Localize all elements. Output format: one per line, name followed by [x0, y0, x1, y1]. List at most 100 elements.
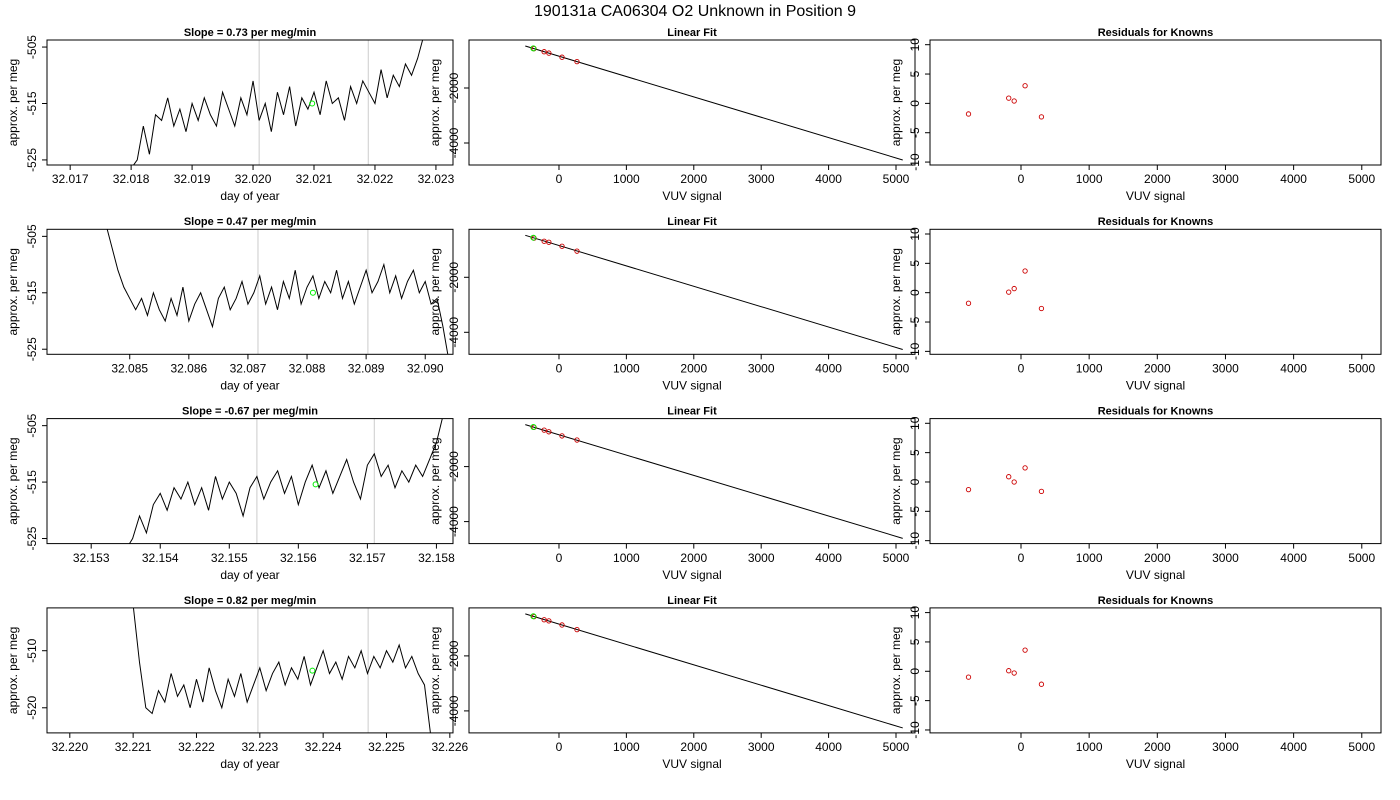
y-tick-label: -515: [25, 470, 39, 494]
y-tick-label: -5: [908, 316, 922, 327]
highlight-point: [309, 100, 316, 107]
x-tick-label: 1000: [613, 361, 640, 375]
x-axis-label: VUV signal: [662, 568, 721, 582]
x-tick-label: 3000: [748, 551, 775, 565]
x-tick-label: 2000: [680, 551, 707, 565]
plot-frame: [46, 418, 454, 545]
y-tick-label: 5: [908, 449, 922, 456]
y-tick-label: 0: [908, 668, 922, 675]
x-tick-label: 32.090: [407, 361, 444, 375]
plot-area: [128, 418, 443, 544]
y-tick-label: -515: [25, 91, 39, 115]
y-axis-label: approx. per meg: [6, 59, 20, 146]
x-tick-label: 5000: [883, 551, 910, 565]
x-tick-label: 32.158: [418, 551, 455, 565]
panel: Residuals for Knowns VUV signal approx. pe…: [889, 216, 1382, 392]
panel: Residuals for Knowns VUV signal approx. pe…: [889, 406, 1382, 582]
data-point: [1006, 289, 1012, 295]
data-point: [1038, 681, 1045, 687]
x-tick-label: 1000: [613, 172, 640, 186]
x-tick-label: 3000: [1212, 361, 1239, 375]
x-axis-label: day of year: [220, 189, 279, 203]
x-tick-label: 1000: [613, 740, 640, 754]
y-tick-label: -5: [908, 127, 922, 138]
x-axis-label: VUV signal: [1126, 378, 1185, 392]
plot-frame: [468, 39, 916, 166]
highlight-point: [530, 234, 537, 241]
fit-line: [525, 424, 903, 539]
data-point: [1011, 285, 1017, 292]
y-axis-label: approx. per meg: [889, 59, 903, 146]
x-tick-label: 1000: [613, 551, 640, 565]
data-point: [546, 239, 552, 245]
y-tick-label: -525: [25, 337, 39, 361]
x-tick-label: 32.224: [305, 740, 342, 754]
y-tick-label: -525: [25, 148, 39, 172]
x-tick-label: 32.088: [289, 361, 326, 375]
x-tick-label: 4000: [815, 740, 842, 754]
y-axis-label: approx. per meg: [889, 627, 903, 714]
data-point: [1038, 114, 1045, 120]
data-point: [965, 111, 972, 117]
y-tick-label: 5: [908, 638, 922, 645]
panel: Linear Fit VUV signal approx. per meg 0 1000…: [428, 595, 916, 771]
plot-frame: [929, 418, 1382, 545]
y-axis-label: approx. per meg: [428, 627, 442, 714]
x-tick-label: 0: [556, 551, 563, 565]
x-tick-label: 0: [1018, 551, 1025, 565]
y-tick-label: 5: [908, 70, 922, 77]
x-tick-label: 3000: [748, 361, 775, 375]
x-tick-label: 5000: [883, 361, 910, 375]
x-tick-label: 0: [556, 172, 563, 186]
y-tick-label: -5: [908, 695, 922, 706]
y-tick-label: -510: [25, 638, 39, 662]
x-tick-label: 32.223: [241, 740, 278, 754]
y-tick-label: 10: [908, 227, 922, 241]
x-tick-label: 1000: [1076, 361, 1103, 375]
x-tick-label: 5000: [1348, 172, 1375, 186]
y-tick-label: -2000: [447, 640, 461, 671]
panel-title: Linear Fit: [667, 595, 717, 607]
data-point: [574, 437, 580, 443]
panel-title: Slope = 0.47 per meg/min: [184, 216, 317, 228]
y-tick-label: 10: [908, 606, 922, 620]
x-tick-label: 32.155: [211, 551, 248, 565]
x-tick-label: 3000: [748, 172, 775, 186]
x-axis-label: VUV signal: [1126, 189, 1185, 203]
plot-area: [525, 234, 903, 350]
y-tick-label: -4000: [447, 127, 461, 158]
plot-area: [525, 613, 903, 729]
x-tick-label: 5000: [883, 740, 910, 754]
fit-line: [525, 613, 903, 729]
data-point: [574, 248, 580, 254]
y-tick-label: 0: [908, 100, 922, 107]
y-tick-label: -525: [25, 526, 39, 550]
data-point: [1022, 647, 1028, 653]
highlight-point: [530, 45, 537, 52]
plot-frame: [46, 228, 454, 355]
y-axis-label: approx. per meg: [6, 248, 20, 335]
x-tick-label: 32.225: [368, 740, 405, 754]
y-tick-label: -505: [25, 413, 39, 437]
y-axis-label: approx. per meg: [6, 437, 20, 524]
x-tick-label: 32.222: [178, 740, 215, 754]
plot-frame: [46, 607, 454, 734]
y-tick-label: -10: [908, 342, 922, 360]
data-point: [559, 243, 565, 249]
plot-area: [965, 465, 1045, 495]
y-tick-label: -2000: [447, 262, 461, 293]
plot-frame: [929, 39, 1382, 166]
y-tick-label: -4000: [447, 317, 461, 348]
y-tick-label: -4000: [447, 695, 461, 726]
data-line: [132, 607, 431, 733]
x-tick-label: 2000: [680, 740, 707, 754]
y-tick-label: -10: [908, 153, 922, 171]
figure-title: 190131a CA06304 O2 Unknown in Position 9: [534, 3, 856, 20]
x-tick-label: 32.220: [51, 740, 88, 754]
plot-frame: [468, 228, 916, 355]
x-tick-label: 32.019: [174, 172, 211, 186]
x-tick-label: 32.017: [52, 172, 89, 186]
y-tick-label: -520: [25, 695, 39, 719]
